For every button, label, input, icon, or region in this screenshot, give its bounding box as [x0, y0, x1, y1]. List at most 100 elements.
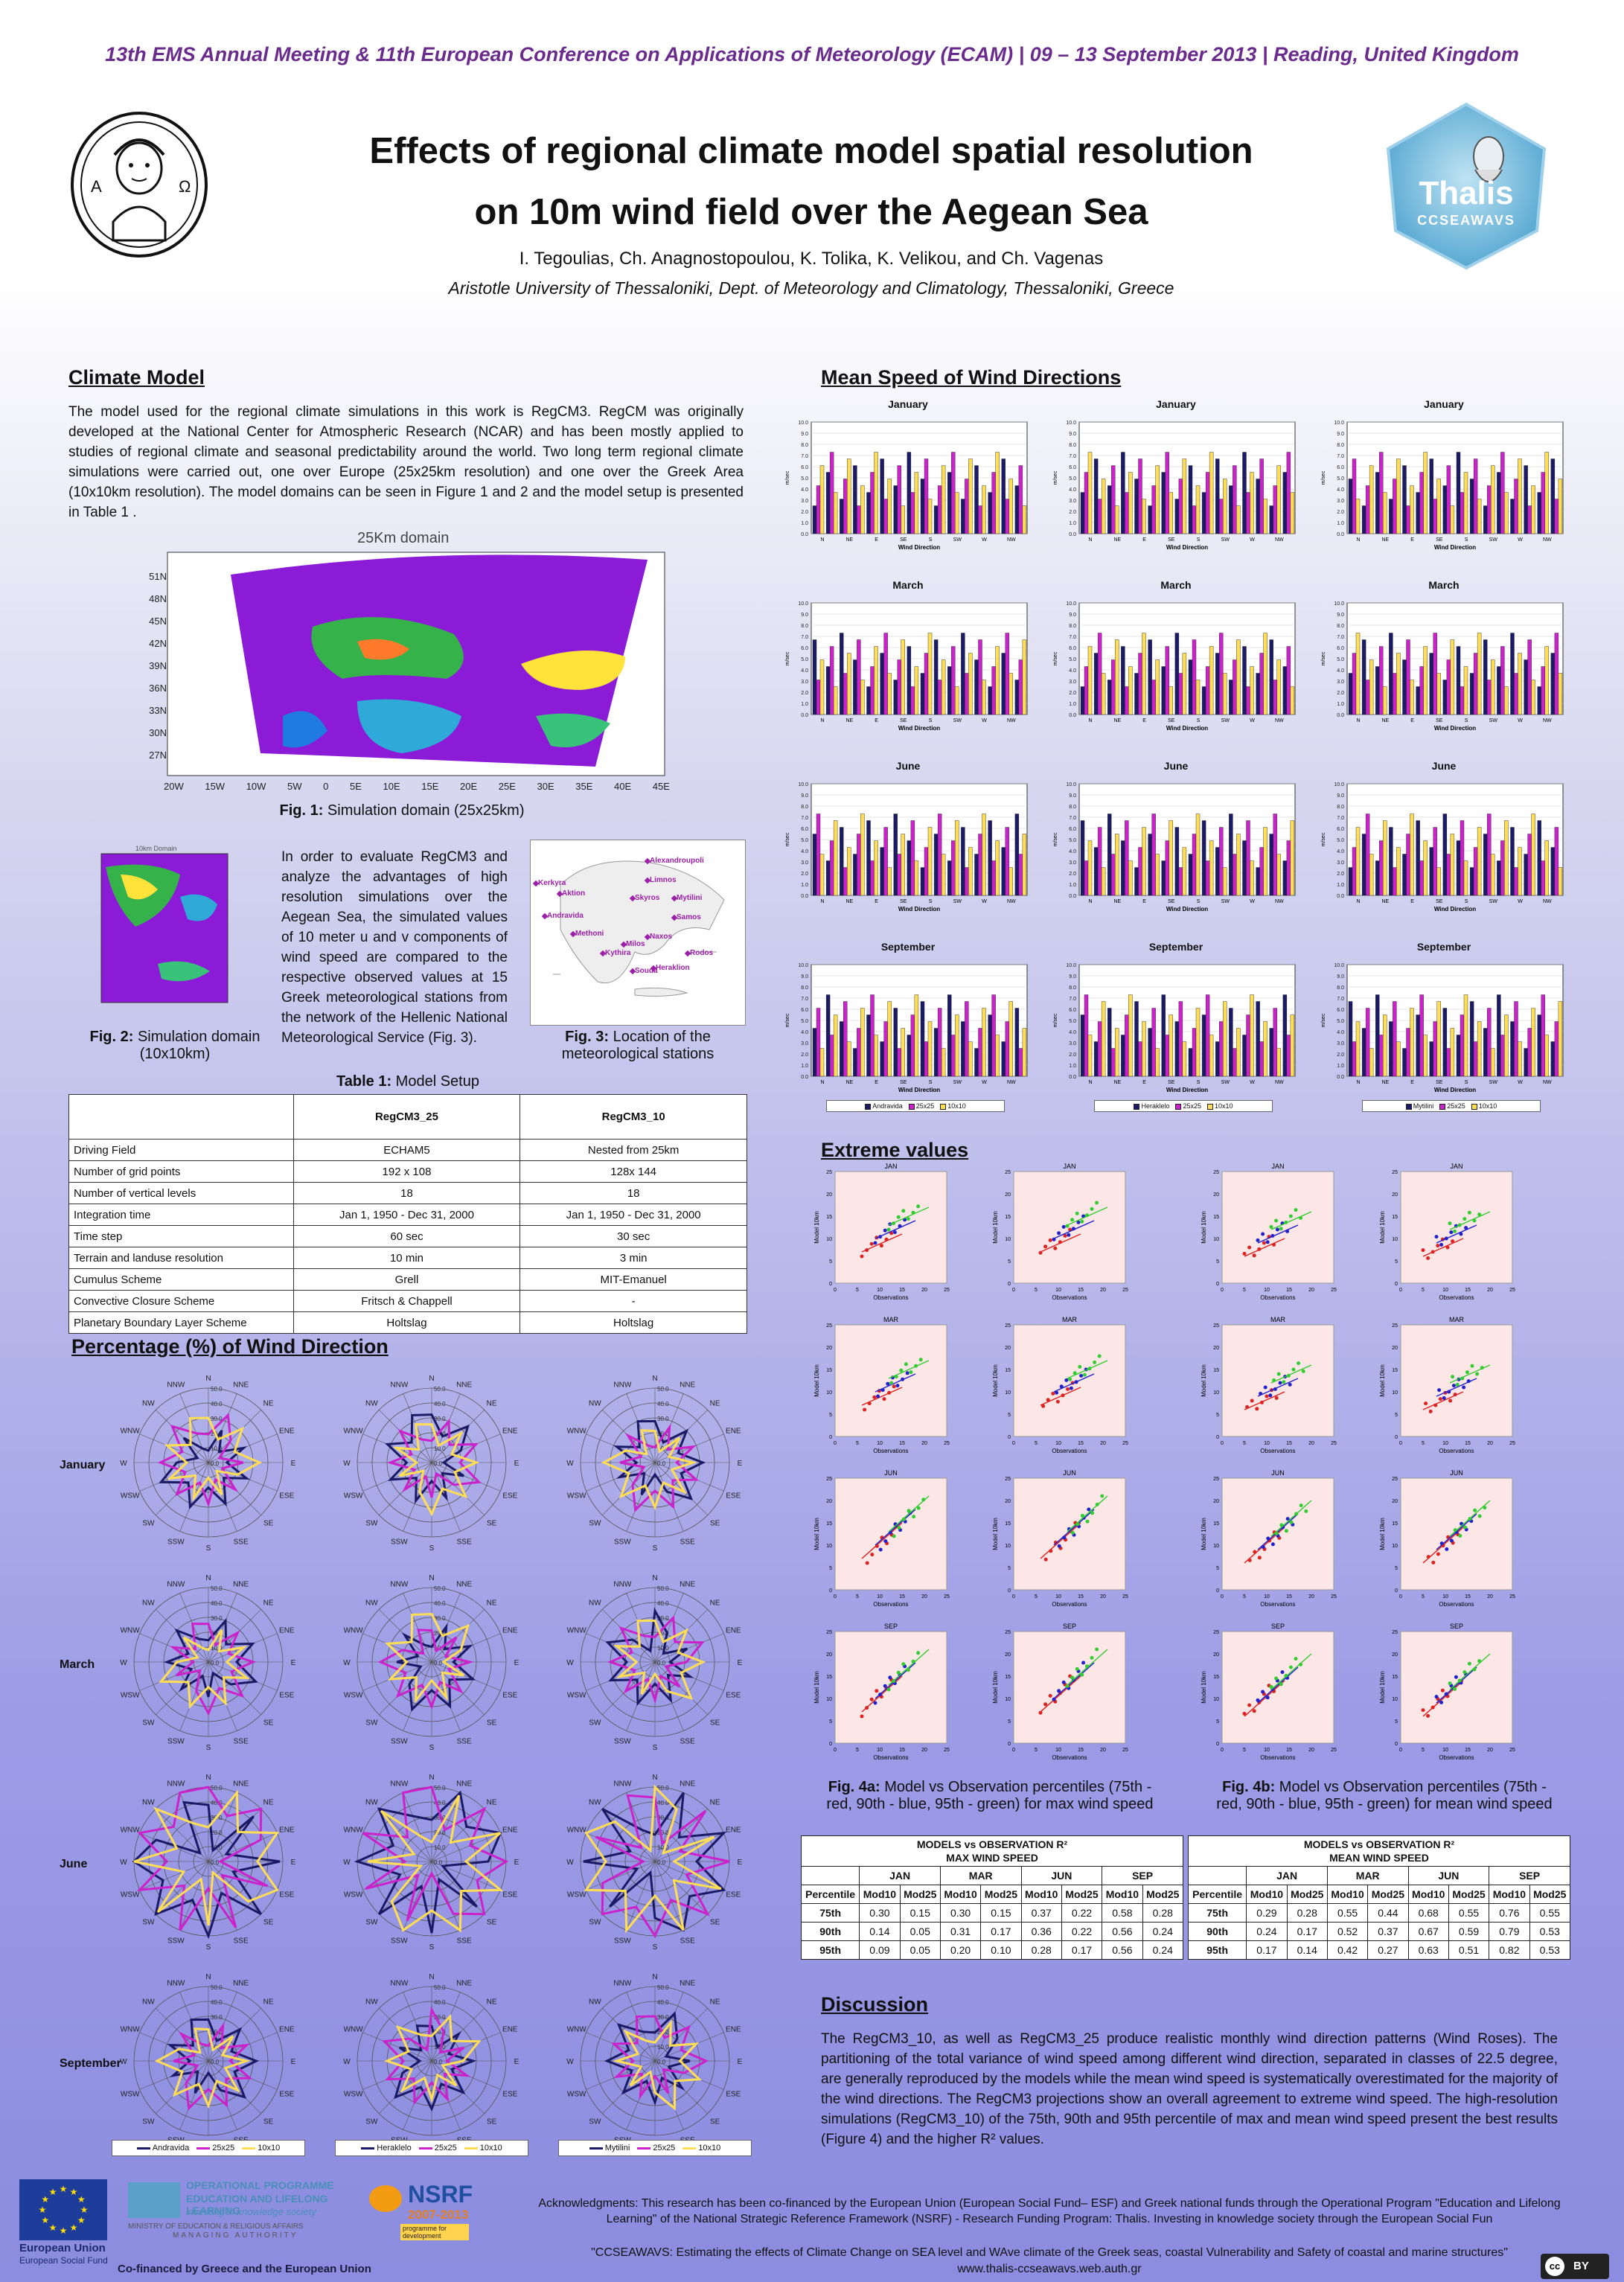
scatter-point	[892, 1384, 896, 1389]
scatter-point	[1263, 1385, 1267, 1390]
rose-direction-label: E	[738, 1858, 743, 1867]
legend-entry: 25x25	[908, 1102, 934, 1110]
speed-bar	[1125, 820, 1129, 896]
bar-chart-month: June	[1163, 760, 1189, 772]
x-axis-label: Wind Direction	[898, 725, 940, 732]
rose-direction-label: NNW	[390, 1581, 408, 1589]
rose-direction-label: NNE	[456, 1381, 472, 1390]
x-tick-label: S	[1197, 1080, 1201, 1085]
extreme-scatter-grid: JAN Observations Model 10km 0 0 5 5 10 10 15 15 20 2…	[811, 1161, 1593, 1771]
rose-direction-label: WSW	[121, 1891, 140, 1899]
rose-spoke	[208, 1410, 261, 1463]
scatter-point	[1041, 1404, 1046, 1408]
r2-value: 0.24	[1142, 1940, 1184, 1960]
rose-direction-label: WNW	[121, 1427, 141, 1435]
speed-bar	[951, 840, 956, 896]
scatter-point	[901, 1209, 906, 1213]
x-tick-label: N	[821, 718, 825, 723]
rose-direction-label: WSW	[567, 2091, 586, 2099]
speed-bar	[1463, 994, 1468, 1077]
rose-direction-label: ESE	[726, 2091, 741, 2099]
rose-direction-label: WSW	[121, 2091, 140, 2099]
y-tick-label: 6.0	[1337, 1008, 1344, 1013]
speed-bar	[1005, 633, 1009, 715]
y-tick-label: 25	[1005, 1170, 1011, 1175]
trend-line	[888, 1206, 930, 1226]
speed-bar	[920, 867, 925, 896]
rose-direction-label: E	[291, 1460, 296, 1468]
speed-bar	[1148, 639, 1152, 715]
setup-parameter: Terrain and landuse resolution	[68, 1247, 294, 1269]
scatter-point	[1261, 1690, 1265, 1694]
speed-bar	[1250, 994, 1254, 1077]
speed-bar	[880, 458, 884, 534]
scatter-point	[1065, 1684, 1070, 1688]
r2-percentile: 75th	[800, 1903, 860, 1923]
y-tick-label: 10.0	[798, 421, 808, 426]
y-tick-label: 4.0	[1069, 488, 1076, 493]
legend-entry: 10x10	[940, 1102, 966, 1110]
scatter-point	[1269, 1684, 1273, 1689]
r2-max-table: MODELS vs OBSERVATION R² MAX WIND SPEED JA…	[800, 1835, 1184, 1960]
rose-spoke	[208, 2032, 278, 2062]
table-row: 95th 0.09 0.05 0.20 0.10 0.28 0.17 0.56 0.24	[800, 1940, 1184, 1960]
speed-bar	[1402, 465, 1407, 534]
speed-bar	[1101, 479, 1106, 534]
trend-line	[1067, 1495, 1108, 1532]
scatter-point	[1282, 1380, 1286, 1384]
x-tick-label: 0	[1399, 1288, 1402, 1293]
y-tick-label: 1.0	[1069, 521, 1076, 526]
rose-ring-label: 40.0	[434, 1800, 446, 1806]
rose-direction-label: E	[514, 1659, 520, 1667]
rose-direction-label: WSW	[344, 2091, 363, 2099]
y-axis-label: Model 10km	[1379, 1211, 1386, 1244]
speed-bar	[1155, 659, 1160, 715]
y-tick-label: 0	[1395, 1742, 1398, 1747]
trend-line	[1270, 1364, 1312, 1384]
x-tick-label: E	[875, 537, 878, 543]
speed-bar	[1182, 1041, 1187, 1077]
x-axis-label: Observations	[1052, 1448, 1087, 1454]
x-tick-label: E	[875, 1080, 878, 1085]
nsrf-label: NSRF	[408, 2181, 473, 2208]
speed-bar	[1389, 1021, 1393, 1077]
speed-bar	[880, 653, 884, 715]
speed-bar	[1084, 994, 1089, 1077]
rose-spoke	[379, 1410, 432, 1463]
setup-parameter: Time step	[68, 1225, 294, 1247]
rose-direction-label: E	[738, 2058, 743, 2066]
speed-bar	[887, 673, 892, 715]
scatter-point	[860, 1254, 864, 1259]
x-tick-label: 5	[1243, 1441, 1246, 1446]
x-axis-label: Observations	[1439, 1754, 1474, 1761]
x-axis-label: Wind Direction	[1166, 906, 1208, 913]
by-icon: BY	[1573, 2260, 1589, 2272]
speed-bar	[965, 867, 969, 896]
x-tick-label: 0	[1221, 1748, 1224, 1753]
setup-parameter: Convective Closure Scheme	[68, 1290, 294, 1312]
y-tick-label: 0.0	[801, 532, 808, 537]
rose-direction-label: S	[206, 1943, 211, 1952]
station-label: Souda	[635, 967, 658, 975]
rose-ring-label: 0.0	[211, 1660, 220, 1666]
rose-spoke	[602, 1609, 656, 1663]
scatter-point	[1301, 1369, 1305, 1373]
speed-bar	[1537, 492, 1541, 534]
speed-bar	[1022, 834, 1027, 896]
station-label: Milos	[626, 940, 645, 948]
y-tick-label: 6.0	[1069, 827, 1076, 832]
station-label: Alexandroupoli	[650, 857, 704, 865]
rose-ring-label: 20.0	[211, 1630, 223, 1637]
rose-spoke	[431, 1410, 485, 1463]
speed-bar	[1554, 633, 1559, 715]
y-tick-label: 5	[829, 1259, 832, 1265]
eu-star: ★	[41, 2194, 49, 2205]
rose-direction-label: ENE	[726, 2025, 741, 2033]
r2-subheader: Mod25	[980, 1885, 1022, 1904]
rose-spoke	[431, 1462, 485, 1515]
y-tick-label: 15	[826, 1675, 832, 1680]
rose-direction-label: ESE	[279, 1692, 294, 1700]
speed-bar	[1558, 479, 1563, 534]
rose-ring-label: 40.0	[434, 1600, 446, 1607]
x-tick-label: S	[929, 1080, 933, 1085]
